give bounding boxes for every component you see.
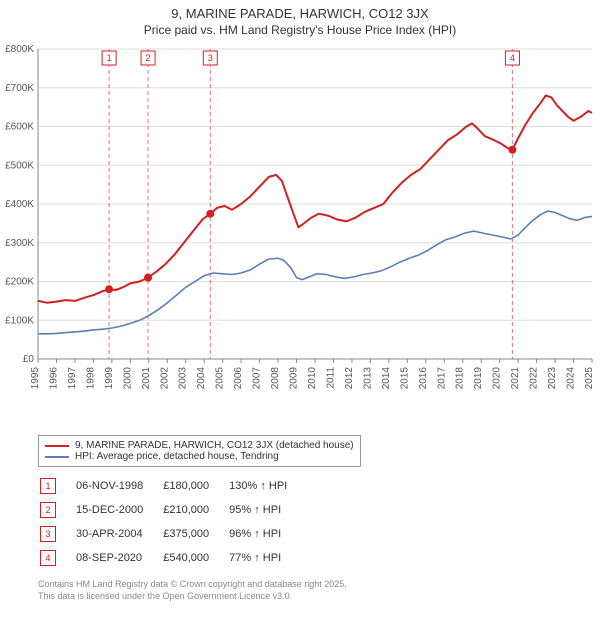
sale-price: £210,000: [163, 499, 227, 521]
svg-text:1999: 1999: [104, 367, 115, 390]
sale-date: 15-DEC-2000: [76, 499, 161, 521]
svg-text:£800K: £800K: [5, 44, 34, 55]
sales-table: 1 06-NOV-1998£180,000130% ↑ HPI 2 15-DEC-20…: [38, 473, 307, 571]
table-row: 3 30-APR-2004£375,00096% ↑ HPI: [40, 523, 305, 545]
svg-text:1995: 1995: [30, 367, 41, 390]
svg-text:4: 4: [510, 53, 515, 63]
sale-delta: 95% ↑ HPI: [229, 499, 305, 521]
svg-text:2024: 2024: [566, 367, 577, 390]
svg-text:2016: 2016: [418, 367, 429, 390]
sale-delta: 96% ↑ HPI: [229, 523, 305, 545]
sale-price: £540,000: [163, 547, 227, 569]
svg-text:2007: 2007: [252, 367, 263, 390]
svg-text:£200K: £200K: [5, 277, 34, 288]
sale-price: £375,000: [163, 523, 227, 545]
svg-text:2001: 2001: [141, 367, 152, 390]
legend-swatch: [45, 456, 69, 458]
legend-swatch: [45, 445, 69, 447]
sale-delta: 130% ↑ HPI: [229, 475, 305, 497]
legend-item: HPI: Average price, detached house, Tend…: [45, 451, 354, 462]
svg-text:2008: 2008: [270, 367, 281, 390]
title-line-2: Price paid vs. HM Land Registry's House …: [10, 23, 590, 37]
svg-text:2009: 2009: [289, 367, 300, 390]
svg-text:1998: 1998: [85, 367, 96, 390]
svg-text:2022: 2022: [529, 367, 540, 390]
svg-text:1: 1: [107, 53, 112, 63]
legend-label: HPI: Average price, detached house, Tend…: [75, 451, 279, 462]
footnote-line-2: This data is licensed under the Open Gov…: [38, 591, 592, 603]
chart-title-block: 9, MARINE PARADE, HARWICH, CO12 3JX Pric…: [0, 0, 600, 39]
svg-text:2021: 2021: [510, 367, 521, 390]
svg-text:£500K: £500K: [5, 160, 34, 171]
svg-text:2013: 2013: [362, 367, 373, 390]
svg-text:2000: 2000: [122, 367, 133, 390]
title-line-1: 9, MARINE PARADE, HARWICH, CO12 3JX: [10, 6, 590, 21]
svg-text:2019: 2019: [473, 367, 484, 390]
svg-text:£300K: £300K: [5, 238, 34, 249]
svg-text:3: 3: [208, 53, 213, 63]
svg-text:£100K: £100K: [5, 315, 34, 326]
sale-date: 08-SEP-2020: [76, 547, 161, 569]
footnote-line-1: Contains HM Land Registry data © Crown c…: [38, 579, 592, 591]
svg-text:2014: 2014: [381, 367, 392, 390]
svg-text:2002: 2002: [159, 367, 170, 390]
legend-label: 9, MARINE PARADE, HARWICH, CO12 3JX (det…: [75, 440, 354, 451]
sale-marker-badge: 2: [40, 502, 56, 518]
svg-text:1996: 1996: [48, 367, 59, 390]
svg-text:2020: 2020: [492, 367, 503, 390]
svg-text:2: 2: [146, 53, 151, 63]
svg-text:2023: 2023: [547, 367, 558, 390]
svg-text:£600K: £600K: [5, 122, 34, 133]
sale-delta: 77% ↑ HPI: [229, 547, 305, 569]
svg-text:2005: 2005: [215, 367, 226, 390]
sale-marker-badge: 4: [40, 550, 56, 566]
table-row: 1 06-NOV-1998£180,000130% ↑ HPI: [40, 475, 305, 497]
svg-text:2015: 2015: [399, 367, 410, 390]
sale-marker-badge: 3: [40, 526, 56, 542]
legend-item: 9, MARINE PARADE, HARWICH, CO12 3JX (det…: [45, 440, 354, 451]
svg-text:2011: 2011: [325, 367, 336, 389]
svg-text:2010: 2010: [307, 367, 318, 390]
svg-text:2012: 2012: [344, 367, 355, 390]
sale-date: 30-APR-2004: [76, 523, 161, 545]
svg-text:2006: 2006: [233, 367, 244, 390]
svg-text:£400K: £400K: [5, 199, 34, 210]
table-row: 2 15-DEC-2000£210,00095% ↑ HPI: [40, 499, 305, 521]
svg-text:2018: 2018: [455, 367, 466, 390]
sale-price: £180,000: [163, 475, 227, 497]
footnote: Contains HM Land Registry data © Crown c…: [38, 579, 592, 602]
sale-date: 06-NOV-1998: [76, 475, 161, 497]
legend: 9, MARINE PARADE, HARWICH, CO12 3JX (det…: [38, 435, 361, 467]
svg-text:2003: 2003: [178, 367, 189, 390]
price-chart: £0 £100K £200K £300K £400K £500K £600K £700K £80…: [0, 39, 600, 429]
svg-text:2025: 2025: [584, 367, 595, 390]
svg-text:2004: 2004: [196, 367, 207, 390]
svg-text:£700K: £700K: [5, 83, 34, 94]
sale-marker-badge: 1: [40, 478, 56, 494]
svg-text:1997: 1997: [67, 367, 78, 390]
svg-text:£0: £0: [23, 354, 35, 365]
table-row: 4 08-SEP-2020£540,00077% ↑ HPI: [40, 547, 305, 569]
svg-text:2017: 2017: [436, 367, 447, 390]
